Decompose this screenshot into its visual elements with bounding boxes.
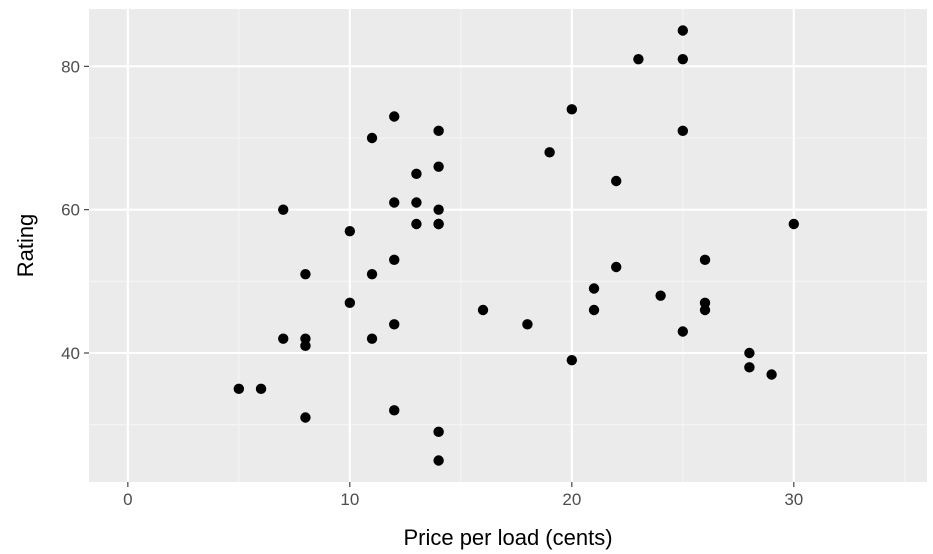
data-point xyxy=(389,405,400,416)
data-point xyxy=(278,204,289,215)
data-point xyxy=(544,147,555,158)
data-point xyxy=(699,254,711,266)
y-tick-label: 40 xyxy=(61,344,80,363)
data-point xyxy=(788,218,800,230)
y-axis: 40 60 80 xyxy=(61,57,89,363)
data-point xyxy=(677,53,689,65)
data-point xyxy=(677,326,689,337)
x-tick-label: 10 xyxy=(340,490,359,509)
data-point xyxy=(655,290,666,301)
data-point xyxy=(677,25,689,36)
data-point xyxy=(744,362,755,373)
data-point xyxy=(344,225,356,237)
data-point xyxy=(300,340,311,352)
x-axis: 0 10 20 30 xyxy=(123,482,803,509)
data-point xyxy=(389,197,400,208)
plot-panel xyxy=(89,9,927,482)
data-point xyxy=(366,333,378,344)
data-point xyxy=(477,304,489,316)
data-point xyxy=(744,347,755,359)
data-point xyxy=(366,268,378,280)
data-point xyxy=(300,412,311,423)
data-point xyxy=(300,333,311,344)
data-point xyxy=(566,354,578,366)
y-axis-title: Rating xyxy=(13,214,38,278)
data-point xyxy=(699,304,711,316)
data-point xyxy=(389,111,400,122)
data-point xyxy=(433,161,444,172)
y-tick-label: 80 xyxy=(61,57,80,76)
data-point xyxy=(611,175,622,187)
major-gridlines xyxy=(89,9,927,482)
data-point xyxy=(766,369,777,380)
minor-gridlines xyxy=(89,9,927,482)
data-point xyxy=(611,261,622,273)
data-points xyxy=(233,25,800,466)
data-point xyxy=(699,297,711,309)
data-point xyxy=(522,319,533,330)
x-tick-label: 30 xyxy=(784,490,803,509)
data-point xyxy=(278,333,289,344)
data-point xyxy=(389,319,400,330)
data-point xyxy=(411,218,422,230)
x-tick-label: 0 xyxy=(123,490,132,509)
x-axis-title: Price per load (cents) xyxy=(403,525,612,550)
data-point xyxy=(588,304,600,316)
data-point xyxy=(366,132,378,144)
data-point xyxy=(433,218,444,230)
data-point xyxy=(300,268,311,280)
x-tick-label: 20 xyxy=(562,490,581,509)
data-point xyxy=(233,383,245,395)
data-point xyxy=(566,104,578,115)
data-point xyxy=(433,125,444,137)
data-point xyxy=(588,283,600,294)
data-point xyxy=(344,297,356,309)
y-tick-label: 60 xyxy=(61,201,80,220)
data-point xyxy=(433,455,444,466)
data-point xyxy=(633,53,644,65)
data-point xyxy=(433,426,444,438)
data-point xyxy=(411,168,422,180)
data-point xyxy=(411,197,422,208)
data-point xyxy=(433,204,444,215)
data-point xyxy=(677,125,689,137)
data-point xyxy=(255,383,267,395)
data-point xyxy=(389,254,400,266)
